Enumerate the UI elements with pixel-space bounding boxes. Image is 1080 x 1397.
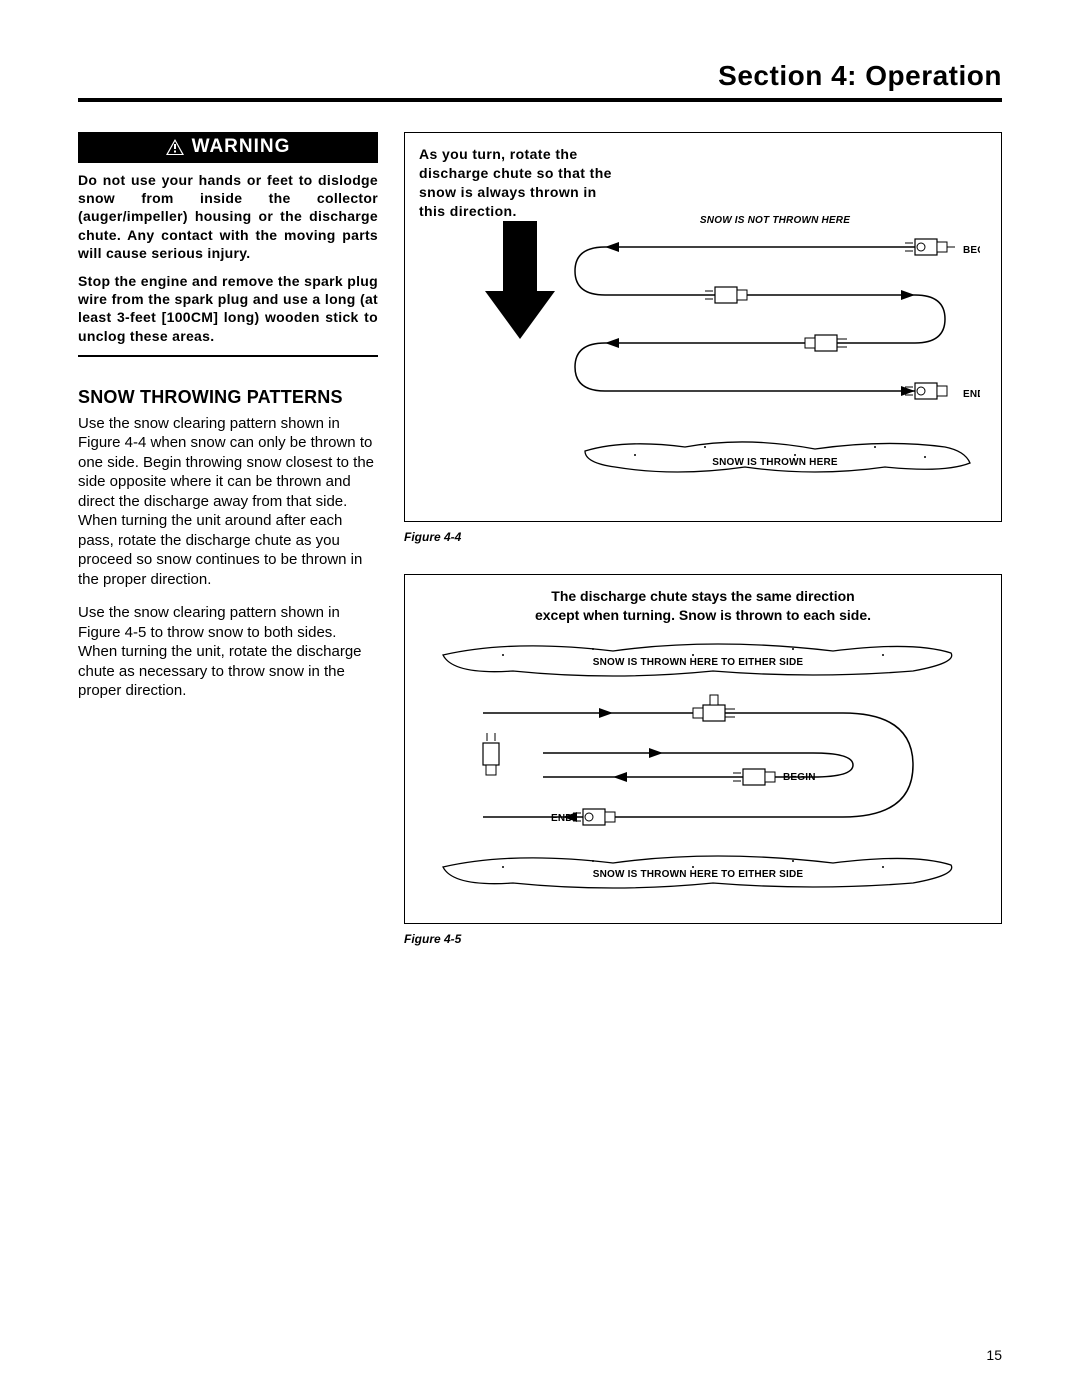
body-text: Use the snow clearing pattern shown in F… (78, 414, 378, 701)
fig45-end-label: END (551, 813, 573, 824)
warning-body: Do not use your hands or feet to dislodg… (78, 171, 378, 345)
figure-4-4-box: As you turn, rotate the discharge chute … (404, 132, 1002, 522)
warning-triangle-icon (166, 139, 184, 155)
fig44-not-thrown-label: SNOW IS NOT THROWN HERE (700, 215, 850, 226)
snow-patterns-heading: SNOW THROWING PATTERNS (78, 387, 378, 408)
figure-4-5-box: The discharge chute stays the same direc… (404, 574, 1002, 924)
header-rule (78, 98, 1002, 102)
fig44-instruction: As you turn, rotate the discharge chute … (419, 145, 619, 221)
fig45-either-top: SNOW IS THROWN HERE TO EITHER SIDE (593, 657, 804, 668)
body-p1: Use the snow clearing pattern shown in F… (78, 414, 378, 590)
fig44-thrown-label: SNOW IS THROWN HERE (712, 457, 838, 468)
warning-label: WARNING (192, 136, 291, 158)
fig44-end-label: END (963, 389, 980, 400)
fig45-instruction: The discharge chute stays the same direc… (419, 587, 987, 625)
page-header: Section 4: Operation (78, 60, 1002, 102)
down-arrow-icon (485, 221, 555, 341)
fig45-begin-label: BEGIN (783, 772, 816, 783)
fig44-begin-label: BEGIN (963, 245, 980, 256)
warning-p1: Do not use your hands or feet to dislodg… (78, 171, 378, 262)
right-column: As you turn, rotate the discharge chute … (404, 132, 1002, 976)
warning-banner: WARNING (78, 132, 378, 163)
fig45-either-bottom: SNOW IS THROWN HERE TO EITHER SIDE (593, 869, 804, 880)
content-columns: WARNING Do not use your hands or feet to… (78, 132, 1002, 976)
page-number: 15 (986, 1347, 1002, 1363)
warning-p2: Stop the engine and remove the spark plu… (78, 272, 378, 345)
fig44-caption: Figure 4-4 (404, 530, 1002, 544)
fig44-diagram: SNOW IS NOT THROWN HERE (565, 211, 980, 501)
section-title: Section 4: Operation (78, 60, 1002, 98)
fig45-diagram: SNOW IS THROWN HERE TO EITHER SIDE (413, 625, 973, 915)
warning-rule (78, 355, 378, 357)
body-p2: Use the snow clearing pattern shown in F… (78, 603, 378, 701)
fig45-caption: Figure 4-5 (404, 932, 1002, 946)
left-column: WARNING Do not use your hands or feet to… (78, 132, 378, 976)
